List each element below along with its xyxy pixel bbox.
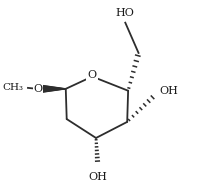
- Text: CH₃: CH₃: [2, 83, 23, 92]
- Text: O: O: [33, 84, 42, 94]
- Polygon shape: [42, 85, 65, 92]
- Text: OH: OH: [88, 172, 107, 182]
- Text: HO: HO: [115, 8, 134, 18]
- Text: O: O: [87, 70, 96, 80]
- Text: OH: OH: [159, 86, 177, 96]
